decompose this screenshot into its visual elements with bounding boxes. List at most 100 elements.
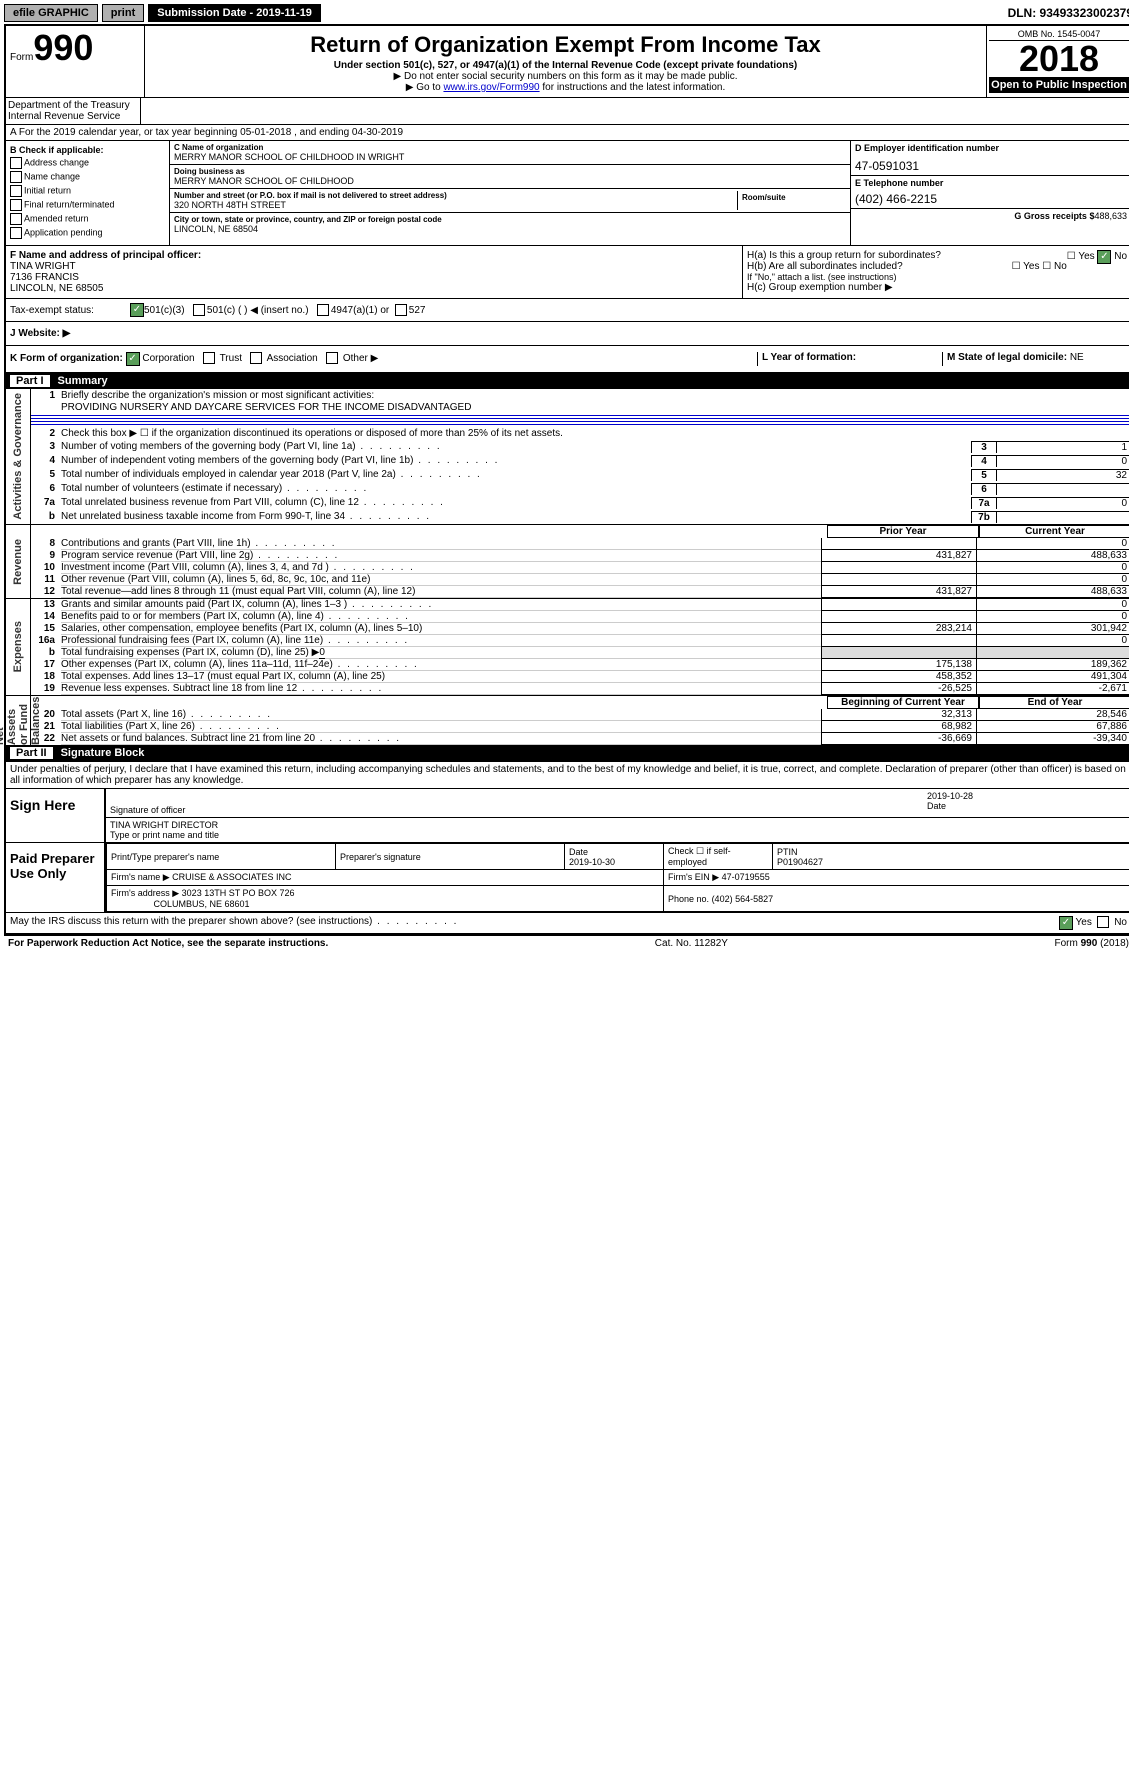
part1-label: Part I (10, 375, 50, 387)
col-b: B Check if applicable: Address change Na… (6, 141, 170, 245)
irs-link[interactable]: www.irs.gov/Form990 (443, 82, 539, 93)
form-prefix: Form (10, 52, 33, 63)
footer-mid: Cat. No. 11282Y (655, 938, 728, 949)
col-c: C Name of organization MERRY MANOR SCHOO… (170, 141, 850, 245)
section-b-to-g: B Check if applicable: Address change Na… (6, 141, 1129, 246)
g-receipts: G Gross receipts $488,633 (851, 209, 1129, 223)
chk-assoc[interactable] (250, 352, 262, 364)
vtab-governance: Activities & Governance (6, 389, 31, 524)
k-row: K Form of organization: ✓ Corporation Tr… (6, 346, 1129, 373)
form-subtitle: Under section 501(c), 527, or 4947(a)(1)… (149, 60, 982, 71)
sign-here-label: Sign Here (6, 789, 104, 842)
chk-501c[interactable] (193, 304, 205, 316)
chk-527[interactable] (395, 304, 407, 316)
sign-here-row: Sign Here Signature of officer 2019-10-2… (6, 788, 1129, 842)
c-name: C Name of organization MERRY MANOR SCHOO… (170, 141, 850, 165)
firm-name: CRUISE & ASSOCIATES INC (172, 872, 291, 882)
gross-receipts: 488,633 (1094, 211, 1127, 221)
firm-phone: (402) 564-5827 (712, 894, 774, 904)
dln-text: DLN: 93493323002379 (1008, 6, 1129, 20)
firm-ein: 47-0719555 (722, 872, 770, 882)
form-note1: ▶ Do not enter social security numbers o… (149, 71, 982, 82)
chk-corp[interactable]: ✓ (126, 352, 140, 366)
netassets-section: Net Assets or Fund Balances Beginning of… (6, 695, 1129, 745)
vtab-revenue: Revenue (6, 525, 31, 598)
b-label: B Check if applicable: (10, 145, 165, 155)
expenses-section: Expenses 13Grants and similar amounts pa… (6, 598, 1129, 695)
efile-badge: efile GRAPHIC (4, 4, 98, 22)
submission-date: Submission Date - 2019-11-19 (148, 4, 321, 22)
part1-title: Summary (58, 375, 108, 387)
chk-4947[interactable] (317, 304, 329, 316)
chk-address[interactable]: Address change (10, 157, 165, 169)
part1-header: Part I Summary (6, 373, 1129, 389)
h-a: H(a) Is this a group return for subordin… (747, 250, 1127, 261)
form-number-cell: Form990 (6, 26, 145, 97)
c-addr-row: Number and street (or P.O. box if mail i… (170, 189, 850, 213)
part2-label: Part II (10, 747, 53, 759)
chk-501c3[interactable]: ✓ (130, 303, 144, 317)
footer-right: Form 990 (2018) (1055, 938, 1129, 949)
part2-header: Part II Signature Block (6, 745, 1129, 761)
officer-sig-name: TINA WRIGHT DIRECTOR (110, 820, 1127, 830)
ptin: P01904627 (777, 857, 823, 867)
mission-text: PROVIDING NURSERY AND DAYCARE SERVICES F… (31, 402, 1129, 413)
tax-exempt-row: Tax-exempt status: ✓ 501(c)(3) 501(c) ( … (6, 299, 1129, 322)
title-cell: Return of Organization Exempt From Incom… (145, 26, 986, 97)
paid-label: Paid Preparer Use Only (6, 843, 104, 912)
officer-addr2: LINCOLN, NE 68505 (10, 283, 738, 294)
discuss-yes[interactable]: ✓ (1059, 916, 1073, 930)
c-city: City or town, state or province, country… (170, 213, 850, 236)
l-year: L Year of formation: (757, 352, 942, 366)
chk-initial[interactable]: Initial return (10, 185, 165, 197)
m-state: M State of legal domicile: NE (942, 352, 1127, 366)
form-note2: ▶ Go to www.irs.gov/Form990 for instruct… (149, 82, 982, 93)
revenue-section: Revenue Prior YearCurrent Year 8Contribu… (6, 524, 1129, 598)
org-name: MERRY MANOR SCHOOL OF CHILDHOOD IN WRIGH… (174, 152, 846, 162)
line-a: A For the 2019 calendar year, or tax yea… (6, 125, 1129, 141)
col-de: D Employer identification number 47-0591… (850, 141, 1129, 245)
year-cell: OMB No. 1545-0047 2018 Open to Public In… (986, 26, 1129, 97)
note2-pre: ▶ Go to (406, 82, 444, 93)
col-f: F Name and address of principal officer:… (6, 246, 742, 298)
e-phone: E Telephone number (402) 466-2215 (851, 176, 1129, 209)
chk-other[interactable] (326, 352, 338, 364)
chk-pending[interactable]: Application pending (10, 227, 165, 239)
section-fh: F Name and address of principal officer:… (6, 246, 1129, 299)
website-label: J Website: ▶ (10, 328, 70, 339)
footer-left: For Paperwork Reduction Act Notice, see … (8, 938, 328, 949)
phone-value: (402) 466-2215 (855, 188, 1127, 206)
print-button[interactable]: print (102, 4, 144, 22)
street-addr: 320 NORTH 48TH STREET (174, 200, 737, 210)
form-title: Return of Organization Exempt From Incom… (149, 32, 982, 58)
part2-title: Signature Block (61, 747, 145, 759)
chk-final[interactable]: Final return/terminated (10, 199, 165, 211)
page-footer: For Paperwork Reduction Act Notice, see … (4, 935, 1129, 951)
officer-name: TINA WRIGHT (10, 261, 738, 272)
governance-section: Activities & Governance 1Briefly describ… (6, 389, 1129, 524)
discuss-no[interactable] (1097, 916, 1109, 928)
vtab-expenses: Expenses (6, 599, 31, 695)
dept-row: Department of the Treasury Internal Reve… (6, 98, 1129, 125)
h-note: If "No," attach a list. (see instruction… (747, 272, 1127, 282)
vtab-netassets: Net Assets or Fund Balances (6, 696, 31, 745)
city-state: LINCOLN, NE 68504 (174, 224, 846, 234)
paid-preparer-row: Paid Preparer Use Only Print/Type prepar… (6, 842, 1129, 912)
discuss-row: May the IRS discuss this return with the… (6, 912, 1129, 933)
officer-addr1: 7136 FRANCIS (10, 272, 738, 283)
chk-name[interactable]: Name change (10, 171, 165, 183)
dba-name: MERRY MANOR SCHOOL OF CHILDHOOD (174, 176, 846, 186)
room-suite: Room/suite (737, 191, 846, 210)
chk-trust[interactable] (203, 352, 215, 364)
note2-post: for instructions and the latest informat… (540, 82, 726, 93)
form-header: Form990 Return of Organization Exempt Fr… (6, 26, 1129, 98)
chk-amended[interactable]: Amended return (10, 213, 165, 225)
top-toolbar: efile GRAPHIC print Submission Date - 20… (4, 4, 1129, 22)
paid-table: Print/Type preparer's name Preparer's si… (106, 843, 1129, 912)
prep-date: 2019-10-30 (569, 857, 615, 867)
d-ein: D Employer identification number 47-0591… (851, 141, 1129, 176)
website-row: J Website: ▶ (6, 322, 1129, 346)
status-label: Tax-exempt status: (10, 305, 130, 316)
col-h: H(a) Is this a group return for subordin… (742, 246, 1129, 298)
form-container: Form990 Return of Organization Exempt Fr… (4, 24, 1129, 935)
